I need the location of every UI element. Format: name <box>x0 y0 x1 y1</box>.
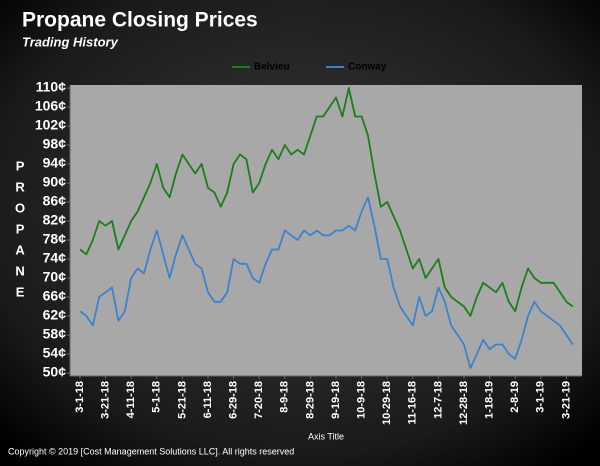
y-tick-label: 74¢ <box>43 250 67 266</box>
x-tick-label: 3-1-19 <box>535 381 547 413</box>
x-tick-label: 10-9-18 <box>356 381 368 419</box>
y-tick-label: 82¢ <box>43 212 67 228</box>
y-tick-label: 70¢ <box>43 269 67 285</box>
y-tick-label: 106¢ <box>35 98 66 114</box>
x-tick-label: 6-29-18 <box>228 381 240 419</box>
x-tick-label: 5-1-18 <box>151 381 163 413</box>
y-tick-label: 66¢ <box>43 288 67 304</box>
y-tick-label: 94¢ <box>43 155 67 171</box>
legend-label: Belvieu <box>254 62 290 73</box>
x-tick-label: 3-21-19 <box>560 381 572 419</box>
line-series <box>79 87 574 317</box>
x-tick-label: 2-8-19 <box>509 381 521 413</box>
x-tick-label: 12-7-18 <box>432 381 444 419</box>
y-tick-label: 90¢ <box>43 174 67 190</box>
plot-area <box>70 85 582 376</box>
x-tick-label: 8-9-18 <box>279 381 291 413</box>
x-tick-label: 5-21-18 <box>176 381 188 419</box>
y-axis-title: PROPANE <box>13 159 28 306</box>
x-tick-label: 3-1-18 <box>74 381 86 413</box>
y-tick-label: 58¢ <box>43 326 67 342</box>
y-tick-label: 102¢ <box>35 117 66 133</box>
footer: Copyright © 2019 [Cost Management Soluti… <box>8 446 294 456</box>
y-tick-label: 98¢ <box>43 136 67 152</box>
chart-title: Propane Closing Prices <box>22 9 258 32</box>
line-series <box>79 196 574 370</box>
x-tick-label: 9-19-18 <box>330 381 342 419</box>
y-tick-label: 86¢ <box>43 193 67 209</box>
y-tick-label: 78¢ <box>43 231 67 247</box>
x-tick-label: 4-11-18 <box>125 381 137 418</box>
legend-label: Conway <box>348 62 387 73</box>
y-tick-label: 50¢ <box>43 364 67 380</box>
chart-subtitle: Trading History <box>22 34 119 49</box>
x-tick-label: 8-29-18 <box>304 381 316 419</box>
x-tick-label: 6-11-18 <box>202 381 214 418</box>
x-tick-label: 11-16-18 <box>407 381 419 424</box>
x-tick-label: 1-18-19 <box>484 381 496 419</box>
x-tick-label: 7-20-18 <box>253 381 265 419</box>
y-tick-label: 110¢ <box>36 79 67 95</box>
x-tick-label: 10-29-18 <box>381 381 393 425</box>
x-axis-title: Axis Title <box>308 431 344 441</box>
y-tick-label: 62¢ <box>43 307 67 323</box>
y-tick-label: 54¢ <box>43 345 67 361</box>
x-tick-label: 12-28-18 <box>458 381 470 425</box>
x-tick-label: 3-21-18 <box>100 381 112 419</box>
